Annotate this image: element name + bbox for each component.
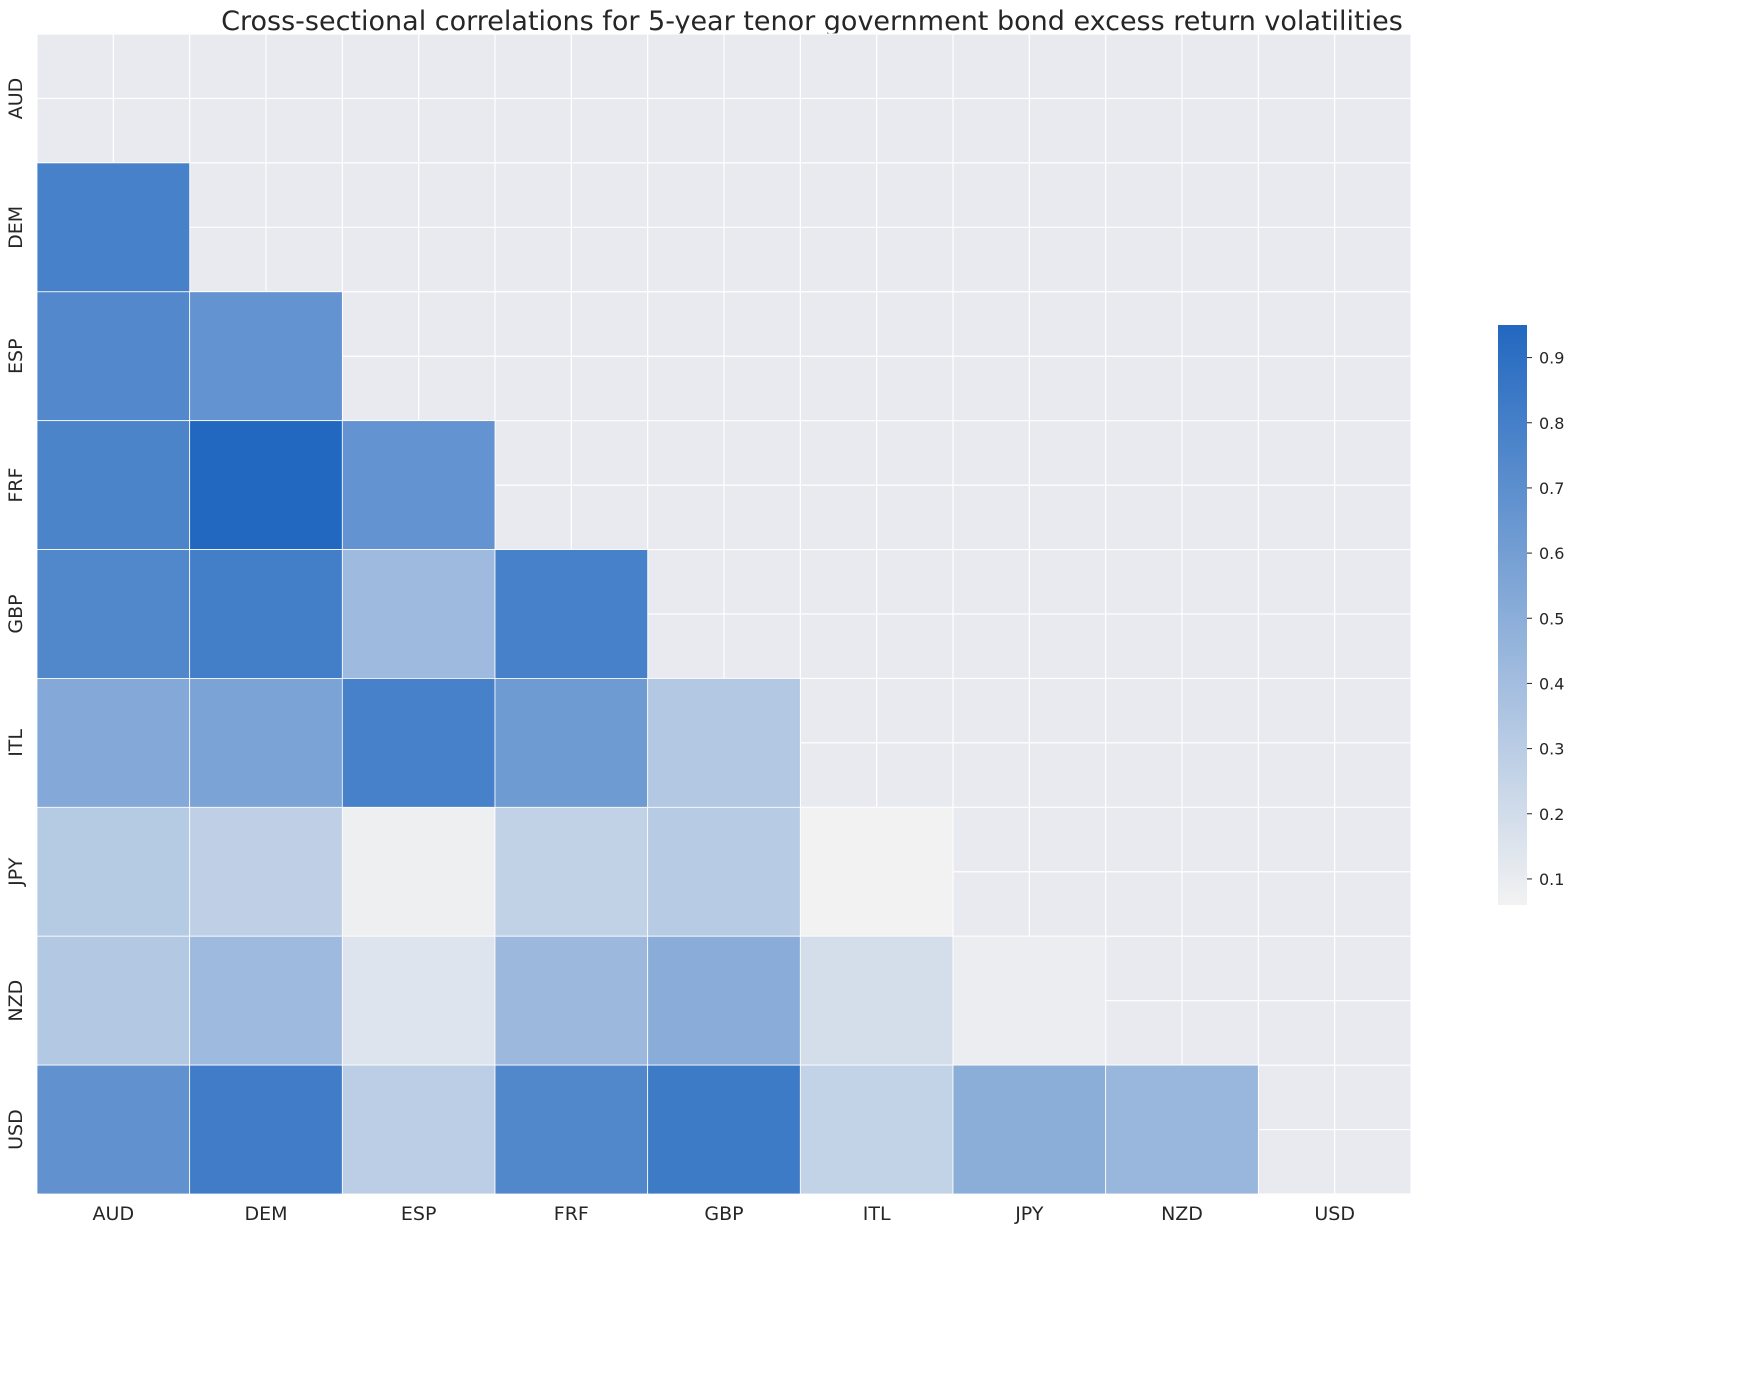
cell-itl-dem xyxy=(189,678,343,808)
colorbar-tick-label: 0.7 xyxy=(1539,479,1564,498)
cell-usd-esp xyxy=(341,1064,496,1195)
y-tick-usd: USD xyxy=(5,1109,27,1150)
cell-jpy-itl xyxy=(799,806,954,937)
colorbar-tick-label: 0.5 xyxy=(1539,609,1564,628)
y-tick-nzd: NZD xyxy=(5,980,27,1022)
colorbar-tick-label: 0.6 xyxy=(1539,544,1564,563)
cell-nzd-frf xyxy=(494,935,649,1066)
cell-usd-gbp xyxy=(647,1064,801,1195)
cell-jpy-gbp xyxy=(647,806,801,937)
cell-gbp-frf xyxy=(494,549,649,679)
cell-esp-aud xyxy=(36,291,191,422)
x-tick-gbp: GBP xyxy=(704,1203,743,1225)
cell-nzd-aud xyxy=(36,935,191,1066)
cell-itl-frf xyxy=(494,678,649,808)
x-tick-dem: DEM xyxy=(244,1203,287,1225)
cell-itl-gbp xyxy=(647,678,801,808)
cell-usd-itl xyxy=(799,1064,954,1195)
colorbar-tick-label: 0.9 xyxy=(1539,349,1564,368)
cell-usd-jpy xyxy=(952,1064,1107,1195)
cell-jpy-dem xyxy=(189,806,343,937)
cell-frf-esp xyxy=(341,420,496,550)
cell-jpy-esp xyxy=(341,806,496,937)
colorbar-gradient xyxy=(1498,325,1527,905)
colorbar-tick-label: 0.2 xyxy=(1539,805,1564,824)
cell-frf-aud xyxy=(36,420,191,550)
y-tick-labels: AUD DEM ESP FRF GBP ITL JPY NZD USD xyxy=(5,78,27,1150)
cell-usd-nzd xyxy=(1105,1064,1259,1195)
x-tick-nzd: NZD xyxy=(1161,1203,1203,1225)
cell-dem-aud xyxy=(36,162,191,293)
cell-jpy-frf xyxy=(494,806,649,937)
cell-itl-aud xyxy=(36,678,191,808)
x-tick-aud: AUD xyxy=(93,1203,135,1225)
colorbar-tick-label: 0.3 xyxy=(1539,740,1564,759)
y-tick-itl: ITL xyxy=(5,729,27,757)
cell-nzd-gbp xyxy=(647,935,801,1066)
x-tick-itl: ITL xyxy=(863,1203,891,1225)
y-tick-dem: DEM xyxy=(5,206,27,249)
cell-nzd-jpy xyxy=(952,935,1107,1066)
y-tick-esp: ESP xyxy=(5,338,27,374)
cell-gbp-aud xyxy=(36,549,191,679)
cell-jpy-aud xyxy=(36,806,191,937)
cell-nzd-esp xyxy=(341,935,496,1066)
x-tick-usd: USD xyxy=(1314,1203,1355,1225)
cell-itl-esp xyxy=(341,678,496,808)
y-tick-aud: AUD xyxy=(5,78,27,120)
cell-usd-aud xyxy=(36,1064,191,1195)
colorbar-tick-label: 0.4 xyxy=(1539,674,1564,693)
x-tick-esp: ESP xyxy=(401,1203,437,1225)
cell-esp-dem xyxy=(189,291,343,422)
cell-nzd-dem xyxy=(189,935,343,1066)
y-tick-frf: FRF xyxy=(5,468,27,503)
heatmap-cells xyxy=(36,162,1259,1195)
x-tick-frf: FRF xyxy=(554,1203,589,1225)
colorbar: 0.1 0.2 0.3 0.4 0.5 0.6 0.7 0.8 0.9 xyxy=(1498,325,1564,905)
x-tick-jpy: JPY xyxy=(1014,1203,1044,1225)
x-tick-labels: AUD DEM ESP FRF GBP ITL JPY NZD USD xyxy=(93,1203,1355,1225)
y-tick-gbp: GBP xyxy=(5,594,27,633)
colorbar-tick-label: 0.8 xyxy=(1539,414,1564,433)
chart-title: Cross-sectional correlations for 5-year … xyxy=(221,6,1403,37)
cell-gbp-dem xyxy=(189,549,343,679)
cell-usd-dem xyxy=(189,1064,343,1195)
cell-usd-frf xyxy=(494,1064,649,1195)
colorbar-tick-label: 0.1 xyxy=(1539,870,1564,889)
cell-gbp-esp xyxy=(341,549,496,679)
cell-nzd-itl xyxy=(799,935,954,1066)
y-tick-jpy: JPY xyxy=(5,857,27,887)
cell-frf-dem xyxy=(189,420,343,550)
